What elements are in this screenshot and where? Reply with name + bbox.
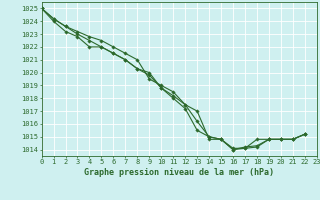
X-axis label: Graphe pression niveau de la mer (hPa): Graphe pression niveau de la mer (hPa) (84, 168, 274, 177)
